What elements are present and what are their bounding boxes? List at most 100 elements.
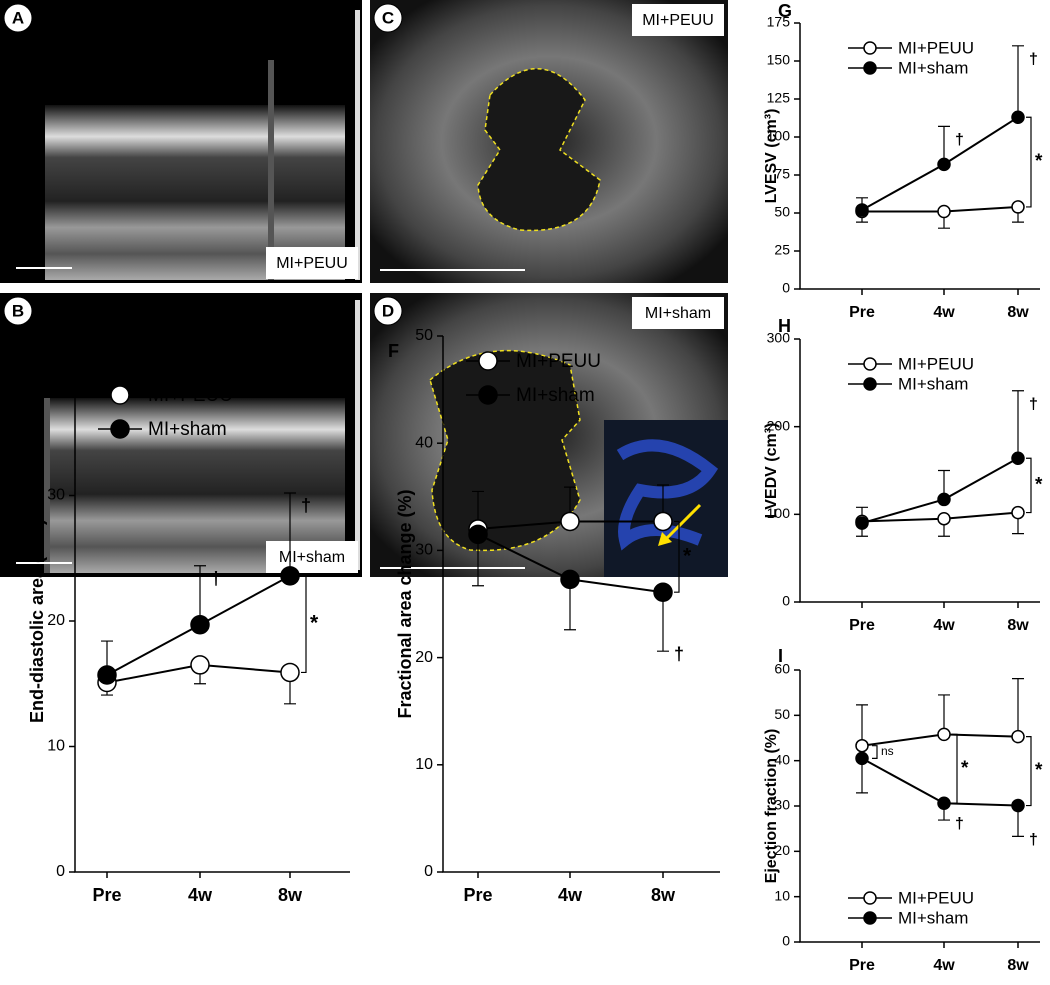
legend-marker — [478, 351, 498, 371]
caption-box — [266, 247, 358, 279]
panel-caption: MI+PEUU — [276, 255, 348, 272]
x-tick-label: 4w — [558, 885, 583, 905]
x-tick-label: Pre — [849, 617, 875, 634]
chart: E End-diastolic area (cm²) 0 10 20 30 40 Pre 4w 8… — [18, 341, 350, 905]
x-tick-label: Pre — [463, 885, 492, 905]
y-tick-label: 50 — [774, 204, 790, 220]
error-bar — [1012, 390, 1024, 459]
y-tick-label: 0 — [782, 280, 790, 296]
y-axis-label: LVESV (cm³) — [763, 109, 780, 204]
data-point — [1011, 451, 1025, 465]
x-tick-label: 4w — [933, 617, 955, 634]
legend-label: MI+sham — [148, 419, 227, 440]
bracket — [1026, 736, 1032, 807]
legend-label: MI+PEUU — [516, 351, 601, 372]
y-axis-label: End-diastolic area (cm²) — [27, 519, 47, 723]
legend-label: MI+PEUU — [898, 888, 974, 907]
bracket — [872, 745, 878, 759]
error-bar — [284, 492, 296, 576]
y-tick-label: 20 — [47, 612, 65, 629]
bracket-label: * — [1035, 474, 1043, 495]
x-tick-label: Pre — [849, 304, 875, 321]
y-tick-label: 50 — [415, 327, 433, 344]
data-point — [937, 157, 951, 172]
caption-box — [266, 541, 358, 573]
panel-badge — [3, 296, 33, 326]
panel-caption: MI+PEUU — [642, 12, 714, 29]
y-tick-label: 150 — [767, 52, 791, 68]
data-point — [855, 516, 869, 530]
data-point — [280, 662, 300, 683]
point-label: † — [301, 496, 311, 516]
y-tick-label: 40 — [415, 434, 433, 451]
image-panel-b — [0, 293, 362, 577]
legend-marker — [863, 41, 877, 55]
legend-marker — [110, 385, 130, 405]
x-tick-label: 4w — [933, 304, 955, 321]
data-point — [855, 203, 869, 217]
y-axis-label: Ejection fraction (%) — [763, 729, 780, 884]
legend-marker — [110, 419, 130, 439]
x-tick-label: 8w — [1007, 304, 1029, 321]
data-point — [937, 727, 951, 742]
legend-marker — [863, 911, 877, 925]
data-point — [653, 582, 673, 602]
x-tick-label: Pre — [92, 885, 121, 905]
point-label: † — [955, 132, 964, 149]
legend-marker — [478, 385, 498, 405]
y-tick-label: 300 — [767, 330, 791, 346]
legend-label: MI+PEUU — [898, 354, 974, 373]
panel-label: B — [12, 301, 24, 320]
legend-marker — [863, 891, 877, 905]
bracket — [301, 575, 307, 674]
bracket-label: * — [1035, 151, 1043, 172]
data-point — [653, 511, 673, 532]
panel-label: C — [382, 8, 394, 27]
data-point — [937, 796, 951, 811]
y-tick-label: 100 — [767, 128, 791, 144]
data-point — [97, 665, 117, 685]
error-bar — [1012, 678, 1024, 737]
y-tick-label: 125 — [767, 90, 791, 106]
point-label: † — [955, 815, 964, 832]
point-label: † — [1029, 51, 1038, 68]
legend-label: MI+PEUU — [898, 38, 974, 57]
x-tick-label: 8w — [278, 885, 303, 905]
legend-label: MI+sham — [898, 908, 968, 927]
y-tick-label: 20 — [774, 842, 790, 858]
data-point — [280, 566, 300, 586]
y-tick-label: 30 — [774, 797, 790, 813]
panel-badge — [373, 3, 403, 33]
point-label: † — [211, 569, 221, 589]
panel-label: E — [18, 341, 30, 361]
error-bar — [1012, 45, 1024, 118]
y-tick-label: 10 — [47, 738, 65, 755]
caption-box — [632, 297, 724, 329]
legend-marker — [863, 357, 877, 371]
bracket — [952, 733, 958, 804]
error-bar — [856, 704, 868, 746]
data-point — [1011, 505, 1025, 520]
bracket-label: * — [310, 612, 319, 635]
y-tick-label: 50 — [774, 706, 790, 722]
chart: H LVEDV (cm³) 0 100 200 300 Pre 4w 8w * † MI+PEUUMI… — [763, 316, 1043, 634]
y-tick-label: 30 — [415, 542, 433, 559]
data-point — [190, 655, 210, 675]
legend-marker — [863, 377, 877, 391]
x-tick-label: 8w — [1007, 617, 1029, 634]
data-point — [190, 615, 210, 635]
data-point — [1011, 200, 1025, 214]
y-tick-label: 0 — [782, 933, 790, 949]
y-tick-label: 175 — [767, 14, 791, 30]
error-bar — [657, 592, 669, 652]
bracket-label: ns — [881, 744, 894, 758]
panel-label: A — [12, 8, 24, 27]
panel-badge — [3, 3, 33, 33]
x-tick-label: 4w — [188, 885, 213, 905]
y-tick-label: 75 — [774, 166, 790, 182]
y-tick-label: 60 — [774, 661, 790, 677]
data-point — [855, 751, 869, 766]
panel-label: D — [382, 301, 394, 320]
bracket — [1026, 457, 1032, 514]
